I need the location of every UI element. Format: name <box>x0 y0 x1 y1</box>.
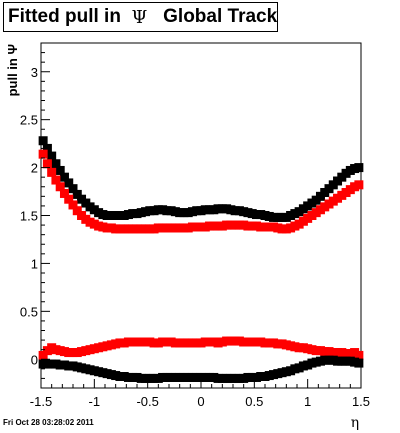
data-point-series-3 <box>354 350 364 360</box>
data-point-series-3 <box>38 350 48 360</box>
data-point-series-2 <box>55 182 65 192</box>
data-point-series-1 <box>59 172 69 182</box>
title-psi-symbol: Ψ <box>131 6 148 28</box>
y-tick-label: 3 <box>31 65 38 80</box>
y-tick-label: 0.5 <box>20 304 38 319</box>
data-point-series-1 <box>42 143 52 153</box>
data-point-series-2 <box>72 206 82 216</box>
data-point-series-2 <box>354 180 364 190</box>
data-point-series-2 <box>64 194 74 204</box>
x-tick-label: 0 <box>197 394 204 409</box>
y-tick-label: 1.5 <box>20 209 38 224</box>
data-point-series-4 <box>354 358 364 368</box>
y-axis: 0 0.5 1 1.5 2 2.5 3 <box>20 42 50 389</box>
y-tick-label: 2 <box>31 161 38 176</box>
data-point-series-2 <box>42 159 52 169</box>
data-point-series-2 <box>59 188 69 198</box>
x-tick-label: -0.5 <box>136 394 158 409</box>
x-tick-label: -1.5 <box>30 394 52 409</box>
y-axis-label: pull in Ψ <box>5 44 20 96</box>
data-point-series-2 <box>47 167 57 177</box>
data-point-series-2 <box>38 149 48 159</box>
data-point-series-1 <box>38 136 48 146</box>
x-axis-label: η <box>351 415 359 431</box>
data-point-series-1 <box>354 163 364 173</box>
x-tick-label: 1.5 <box>352 394 370 409</box>
title-suffix: Global Tracks <box>163 6 278 27</box>
data-point-series-1 <box>68 184 78 194</box>
x-tick-label: 0.5 <box>245 394 263 409</box>
footer-date: Fri Oct 28 03:28:02 2011 <box>3 418 94 427</box>
x-tick-label: -1 <box>89 394 101 409</box>
data-point-series-1 <box>55 165 65 175</box>
data-point-series-1 <box>47 151 57 161</box>
data-point-series-1 <box>72 189 82 199</box>
y-tick-label: 1 <box>31 256 38 271</box>
x-axis: -1.5 -1 -0.5 0 0.5 1 1.5 <box>30 379 370 409</box>
chart-title: Fitted pull in Ψ Global Tracks <box>3 2 278 32</box>
y-tick-label: 2.5 <box>20 113 38 128</box>
x-tick-label: 1 <box>304 394 311 409</box>
title-prefix: Fitted pull in <box>8 6 121 27</box>
data-point-series-1 <box>51 159 61 169</box>
y-tick-label: 0 <box>31 352 38 367</box>
data-point-series-2 <box>51 175 61 185</box>
data-point-series-2 <box>68 200 78 210</box>
data-points <box>38 136 364 383</box>
data-point-series-1 <box>64 178 74 188</box>
